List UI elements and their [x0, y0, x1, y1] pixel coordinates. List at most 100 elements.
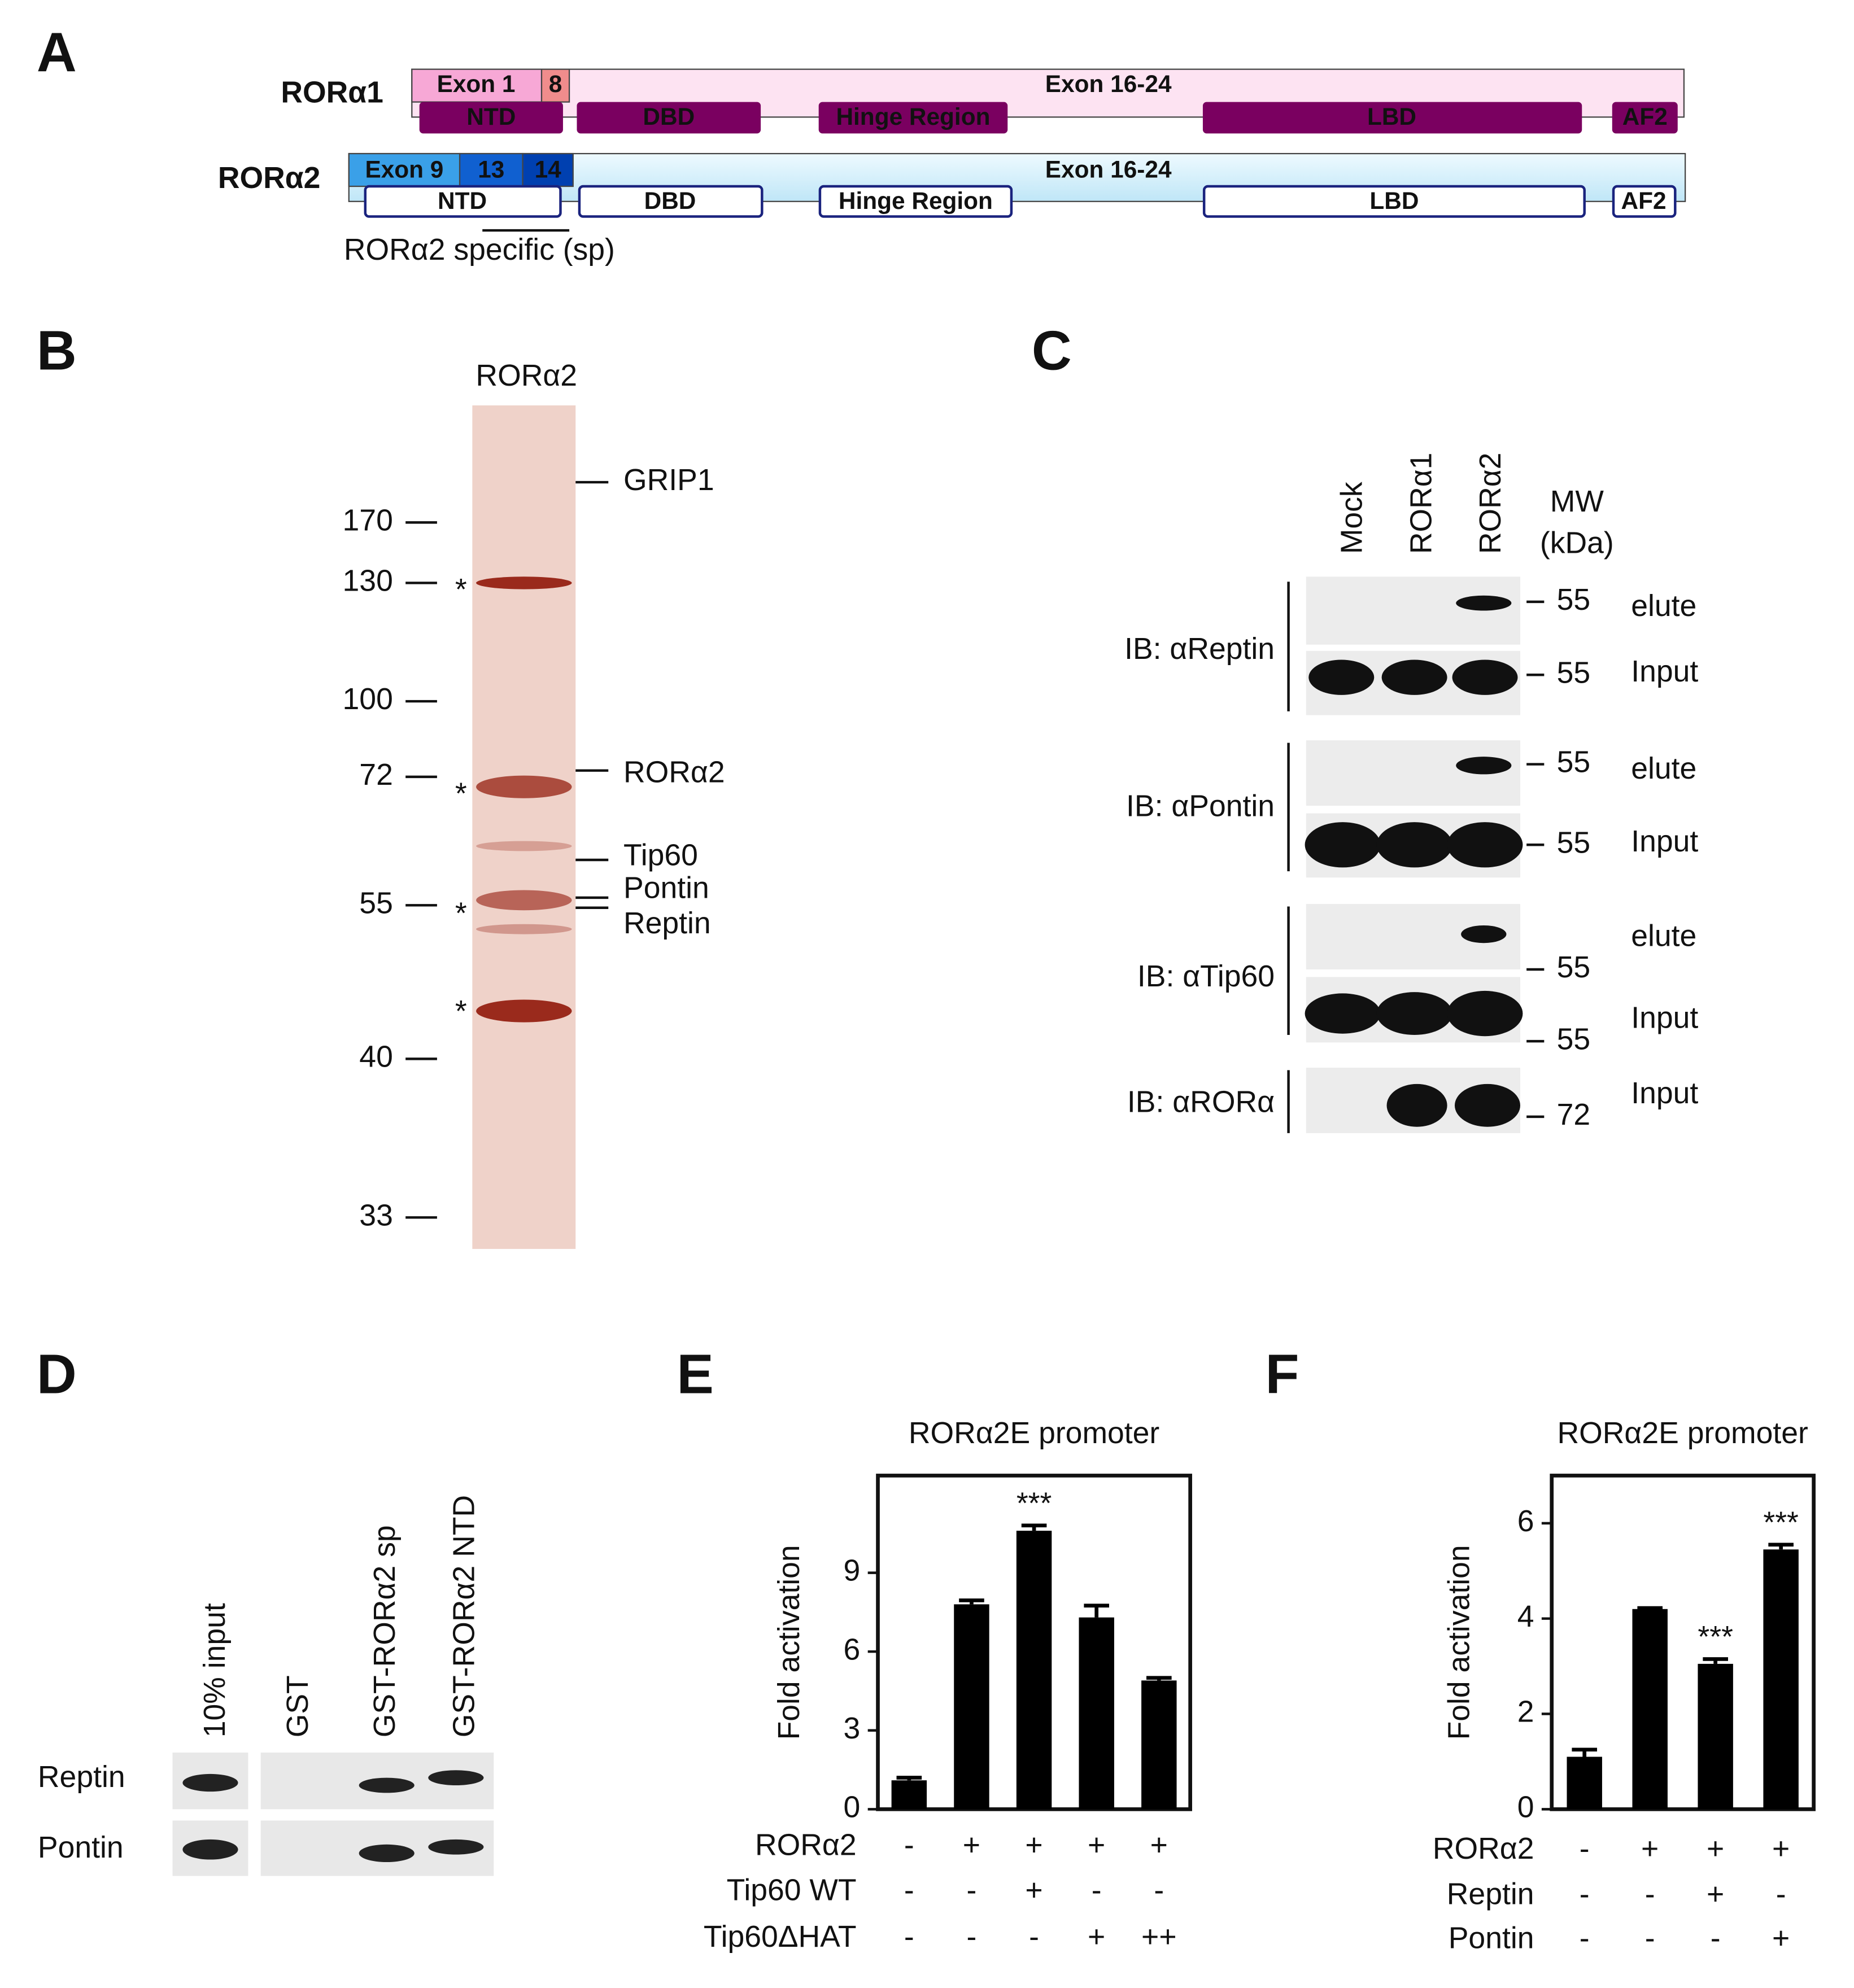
condition-value: + — [1150, 1828, 1168, 1862]
domain-label: DBD — [643, 103, 695, 130]
band-label: Reptin — [623, 907, 711, 940]
mw-label: 55 — [1557, 746, 1591, 779]
antibody-label: IB: αPontin — [1126, 790, 1275, 823]
row-label: Pontin — [38, 1831, 124, 1864]
band-label: Tip60 — [623, 839, 698, 872]
g — [182, 1770, 484, 1863]
antibody-label: IB: αRORα — [1127, 1086, 1275, 1119]
condition-value: + — [1641, 1832, 1659, 1865]
bar — [1016, 1531, 1052, 1810]
lane-label: Mock — [1336, 482, 1369, 554]
shape — [1381, 659, 1447, 695]
shape — [522, 152, 574, 187]
row-label: elute — [1631, 589, 1696, 623]
significance: *** — [1698, 1620, 1733, 1654]
y-tick-label: 6 — [844, 1633, 861, 1666]
row-label: Input — [1631, 1001, 1698, 1034]
domain-label: Hinge Region — [839, 187, 993, 214]
error-bar — [1146, 1676, 1172, 1681]
shape — [577, 102, 761, 134]
shape — [476, 576, 572, 589]
marker-label: 55 — [359, 886, 393, 920]
exon-label: 14 — [535, 156, 562, 182]
condition-value: - — [1645, 1877, 1655, 1911]
condition-value: - — [1711, 1921, 1721, 1955]
condition-value: + — [1707, 1832, 1724, 1865]
marker-label: 130 — [343, 565, 393, 598]
annotation: RORα2 specific (sp) — [344, 233, 615, 266]
bar — [1567, 1757, 1602, 1810]
band-label: Pontin — [623, 872, 709, 905]
error-bar — [1768, 1543, 1794, 1550]
significance: *** — [1017, 1487, 1052, 1520]
shape — [1612, 185, 1677, 218]
shape — [1308, 659, 1375, 695]
shape — [1454, 1083, 1520, 1127]
shape — [1202, 102, 1582, 134]
shape — [411, 68, 543, 103]
mw-label: 55 — [1557, 583, 1591, 617]
bar — [1698, 1663, 1733, 1810]
error-bar — [1084, 1603, 1110, 1618]
y-axis-label: Fold activation — [773, 1545, 806, 1740]
condition-value: - — [967, 1874, 977, 1907]
row-label: elute — [1631, 919, 1696, 953]
lane-label: RORα2 — [476, 359, 577, 392]
domain-label: NTD — [438, 187, 487, 214]
shape — [476, 890, 572, 911]
asterisk: * — [455, 995, 467, 1028]
shape — [1376, 822, 1452, 868]
shape — [182, 1773, 238, 1792]
exon-label: Exon 1 — [437, 71, 516, 97]
condition-name: Tip60 WT — [727, 1874, 857, 1907]
condition-value: + — [1707, 1877, 1724, 1911]
bar — [954, 1604, 989, 1810]
panel-label: A — [37, 21, 77, 83]
domain-label: Hinge Region — [836, 103, 990, 130]
condition-value: - — [1029, 1920, 1039, 1954]
marker-label: 170 — [343, 504, 393, 538]
condition-value: - — [1580, 1877, 1590, 1911]
error-bar — [896, 1776, 922, 1781]
mw-header: (kDa) — [1540, 527, 1614, 560]
condition-value: - — [1580, 1921, 1590, 1955]
shape — [818, 185, 1013, 218]
marker-label: 72 — [359, 758, 393, 792]
y-tick-label: 0 — [844, 1790, 861, 1824]
mw-label: 55 — [1557, 1023, 1591, 1056]
lane-label: 10% input — [198, 1603, 232, 1737]
shape — [1305, 993, 1381, 1034]
row-label: Input — [1631, 825, 1698, 858]
shape — [359, 1844, 415, 1863]
shape — [1386, 1083, 1447, 1127]
shape — [578, 185, 764, 218]
shape — [1305, 822, 1381, 868]
condition-value: + — [963, 1828, 980, 1862]
shape — [419, 102, 563, 134]
mw-label: 55 — [1557, 951, 1591, 984]
error-bar — [1021, 1523, 1047, 1531]
shape — [428, 1839, 484, 1855]
shape — [1461, 925, 1507, 943]
lane-label: GST — [281, 1675, 315, 1737]
condition-value: + — [1025, 1874, 1042, 1907]
condition-name: RORα2 — [1433, 1832, 1534, 1865]
shape — [1612, 102, 1678, 134]
bar — [1763, 1549, 1799, 1810]
shape — [1447, 822, 1523, 868]
y-tick-label: 6 — [1517, 1505, 1534, 1538]
lane-label: GST-RORα2 sp — [368, 1525, 402, 1737]
domain-label: AF2 — [1622, 103, 1668, 130]
condition-value: - — [904, 1828, 914, 1862]
shape — [1452, 659, 1518, 695]
row-label: elute — [1631, 752, 1696, 785]
error-bar — [1572, 1747, 1598, 1757]
error-bar — [1637, 1606, 1663, 1610]
g — [419, 102, 1678, 134]
band-label: RORα2 — [623, 756, 725, 789]
condition-value: - — [1580, 1832, 1590, 1865]
bar — [1141, 1680, 1177, 1810]
y-tick-label: 9 — [844, 1554, 861, 1588]
shape — [818, 102, 1008, 134]
g — [476, 576, 572, 1023]
